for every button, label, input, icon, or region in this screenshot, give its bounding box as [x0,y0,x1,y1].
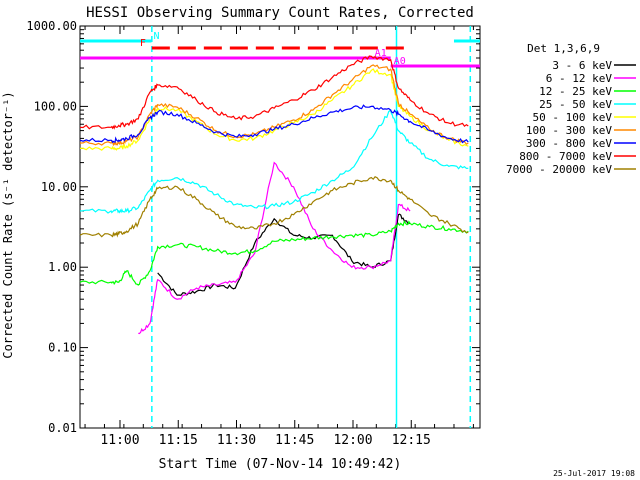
y-tick-label: 100.00 [34,99,77,113]
legend-label: 12 - 25 keV [539,85,612,98]
y-tick-label: 0.01 [48,421,77,435]
y-tick-label: 1000.00 [26,19,77,33]
legend-title: Det 1,3,6,9 [527,42,600,55]
legend-label: 7000 - 20000 keV [506,163,612,176]
series-line-4 [79,68,469,151]
legend-label: 100 - 300 keV [526,124,612,137]
x-tick-label: 11:15 [159,433,198,448]
series-line-5 [79,64,469,147]
series-line-6 [79,104,469,144]
series-line-3 [79,109,469,214]
y-tick-label: 10.00 [41,180,77,194]
legend-label: 50 - 100 keV [533,111,613,124]
legend-label: 800 - 7000 keV [519,150,612,163]
plot-frame [79,25,481,429]
flag-label-a0: A0 [394,56,406,67]
x-tick-label: 11:30 [217,433,256,448]
series-line-2 [79,220,469,286]
series-line-7 [79,55,469,130]
x-tick-label: 11:45 [275,433,314,448]
x-axis-label: Start Time (07-Nov-14 10:49:42) [159,457,402,472]
flag-label-f: F [140,38,146,49]
y-axis-label: Corrected Count Rate (s⁻¹ detector⁻¹) [1,91,15,358]
legend-label: 3 - 6 keV [552,59,612,72]
series-line-0 [157,213,411,296]
legend-label: 300 - 800 keV [526,137,612,150]
flag-label-a1: A1 [375,48,387,59]
series-line-8 [79,176,469,238]
y-tick-label: 0.10 [48,341,77,355]
plot-area: 0.01 0.10 1.00 10.00 100.00 1000.00 11:00 11:15… [26,19,481,448]
series-line-1 [138,161,411,335]
legend-label: 6 - 12 keV [546,72,613,85]
legend-label: 25 - 50 keV [539,98,612,111]
x-tick-label: 11:00 [100,433,139,448]
x-tick-label: 12:00 [333,433,372,448]
flag-label-n: N [153,31,159,42]
footer-timestamp: 25-Jul-2017 19:08 [553,469,635,478]
chart-title: HESSI Observing Summary Count Rates, Cor… [86,5,474,21]
y-tick-label: 1.00 [48,260,77,274]
x-tick-label: 12:15 [392,433,431,448]
